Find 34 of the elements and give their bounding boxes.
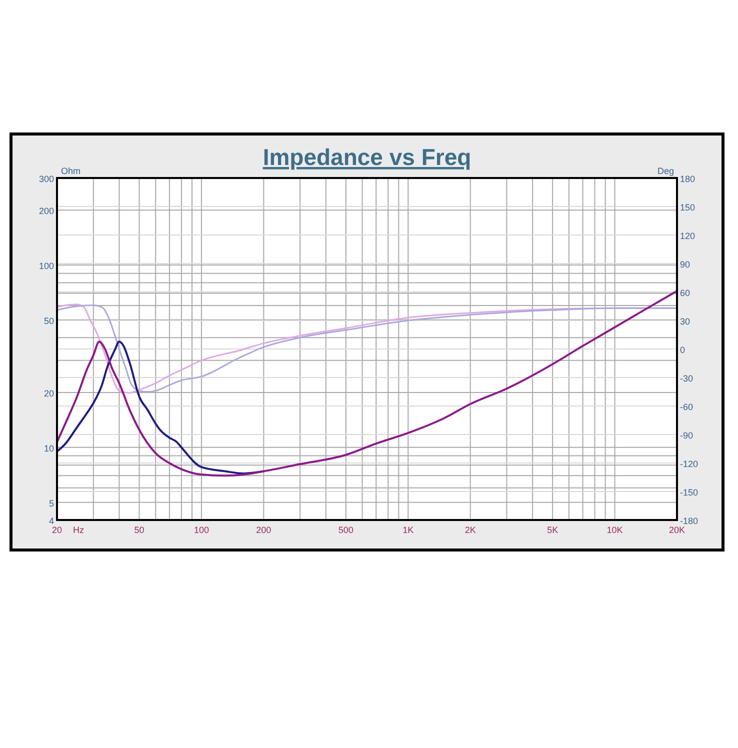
y-axis-title: Ohm: [61, 166, 81, 176]
y2-tick-label: 180: [680, 174, 696, 184]
y-tick-label: 20: [44, 388, 54, 399]
x-tick-label: 200: [256, 525, 272, 535]
y2-tick-label: 120: [680, 231, 696, 241]
x-axis-title: Hz: [73, 525, 84, 535]
y2-tick-label: -180: [680, 516, 698, 526]
x-tick-label: 500: [338, 525, 354, 535]
y-tick-label: 200: [38, 206, 54, 216]
y2-tick-label: 0: [680, 345, 686, 355]
x-tick-label: 1K: [402, 525, 414, 535]
chart-title: Impedance vs Freq: [262, 144, 472, 170]
y-tick-label: 5: [48, 498, 54, 508]
y-tick-label: 100: [38, 261, 54, 272]
y2-tick-label: -60: [680, 402, 694, 412]
y2-tick-label: 150: [680, 202, 696, 212]
y-tick-label: 300: [38, 174, 54, 184]
y2-tick-label: 30: [680, 316, 690, 326]
y-tick-label: 10: [44, 443, 54, 454]
y2-tick-label: -30: [680, 374, 694, 384]
y-tick-label: 50: [44, 316, 54, 326]
y2-tick-label: -90: [680, 430, 694, 440]
x-tick-label: 10K: [606, 525, 623, 535]
x-tick-label: 5K: [547, 525, 558, 535]
y2-tick-label: 60: [680, 288, 690, 298]
x-tick-label: 20K: [668, 525, 686, 535]
y2-tick-label: -150: [680, 488, 698, 498]
y-tick-label: 4: [48, 516, 54, 526]
x-tick-label: 100: [194, 525, 209, 535]
y2-tick-label: -120: [680, 459, 698, 469]
x-tick-label: 2K: [464, 525, 476, 535]
x-tick-label: 50: [134, 525, 144, 535]
y2-axis-title: Deg: [657, 166, 674, 176]
y2-tick-label: 90: [680, 260, 690, 270]
